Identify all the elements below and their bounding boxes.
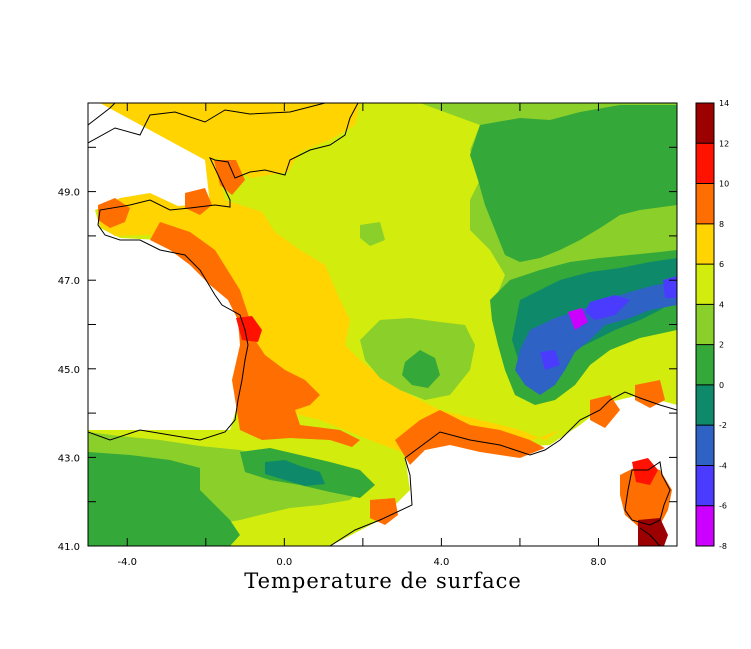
x-tick-label: 4.0 — [433, 557, 449, 568]
colorbar-label: 0 — [719, 381, 724, 390]
contour-fill-neg2-0-jura — [645, 258, 677, 285]
colorbar-bin — [696, 103, 714, 144]
y-tick-label: 45.0 — [58, 365, 80, 376]
x-tick-label: 8.0 — [591, 557, 607, 568]
colorbar-bin — [696, 384, 714, 426]
x-tick-label: -4.0 — [118, 557, 138, 568]
y-tick-label: 41.0 — [58, 542, 80, 553]
contour-fill-0-2-pyr — [88, 452, 240, 546]
colorbar-bin — [696, 465, 714, 506]
contour-fill-0-2-ne — [470, 105, 677, 262]
colorbar-bin — [696, 183, 714, 224]
axes: -4.0 0.0 4.0 8.0 41.0 43.0 45.0 47.0 49.0 — [58, 103, 677, 568]
colorbar-bin — [696, 143, 714, 184]
contour-fill-8-10-pyr — [370, 498, 398, 525]
colorbar-label: 4 — [719, 300, 724, 309]
contour-fill-neg6-neg4 — [540, 276, 677, 370]
temperature-field — [88, 103, 677, 546]
colorbar-bin — [696, 505, 714, 546]
colorbar-label: -6 — [719, 502, 727, 511]
colorbar-label: 12 — [719, 139, 729, 148]
contour-fill-12-14-corsica — [638, 518, 668, 546]
contour-fill-8-10-med — [395, 410, 545, 465]
colorbar-bin — [696, 223, 714, 265]
colorbar-bin — [696, 344, 714, 385]
colorbar-label: 14 — [719, 99, 729, 108]
contour-fill-10-12-corsica — [632, 458, 658, 485]
colorbar-label: 10 — [719, 180, 729, 189]
contour-fill-8-10-corsica — [620, 465, 672, 528]
contour-fill-6-8 — [98, 103, 560, 455]
y-tick-label: 43.0 — [58, 453, 80, 464]
contour-fill-8-10-cotentin — [214, 160, 245, 195]
contour-fill-2-4-vosges — [360, 222, 385, 246]
contour-fill-8-10-west — [150, 222, 360, 447]
contour-fill-8-10-riviera — [590, 380, 665, 428]
colorbar-bin — [696, 304, 714, 345]
colorbar-label: -2 — [719, 421, 727, 430]
contour-fill-neg2-0-pyr — [265, 460, 325, 486]
colorbar-bin — [696, 425, 714, 466]
contour-fill-neg4-neg2 — [515, 282, 677, 395]
colorbar-label: 2 — [719, 341, 724, 350]
chart-title: Temperature de surface — [244, 569, 522, 593]
colorbar-label: -4 — [719, 461, 727, 470]
colorbar: -8 -6 -4 -2 0 2 4 6 8 10 12 14 — [695, 99, 729, 551]
colorbar-label: 8 — [719, 220, 724, 229]
contour-fill-0-2-massif — [402, 350, 440, 388]
coastlines — [88, 103, 677, 546]
y-tick-label: 49.0 — [58, 188, 80, 199]
y-tick-label: 47.0 — [58, 276, 80, 287]
colorbar-label: -8 — [719, 542, 727, 551]
x-tick-label: 0.0 — [276, 557, 292, 568]
contour-fill-neg8-neg6 — [568, 308, 588, 330]
colorbar-bin — [696, 264, 714, 305]
contour-fill-8-10-brittany — [98, 198, 130, 228]
colorbar-frame — [695, 102, 715, 547]
colorbar-label: 6 — [719, 260, 724, 269]
